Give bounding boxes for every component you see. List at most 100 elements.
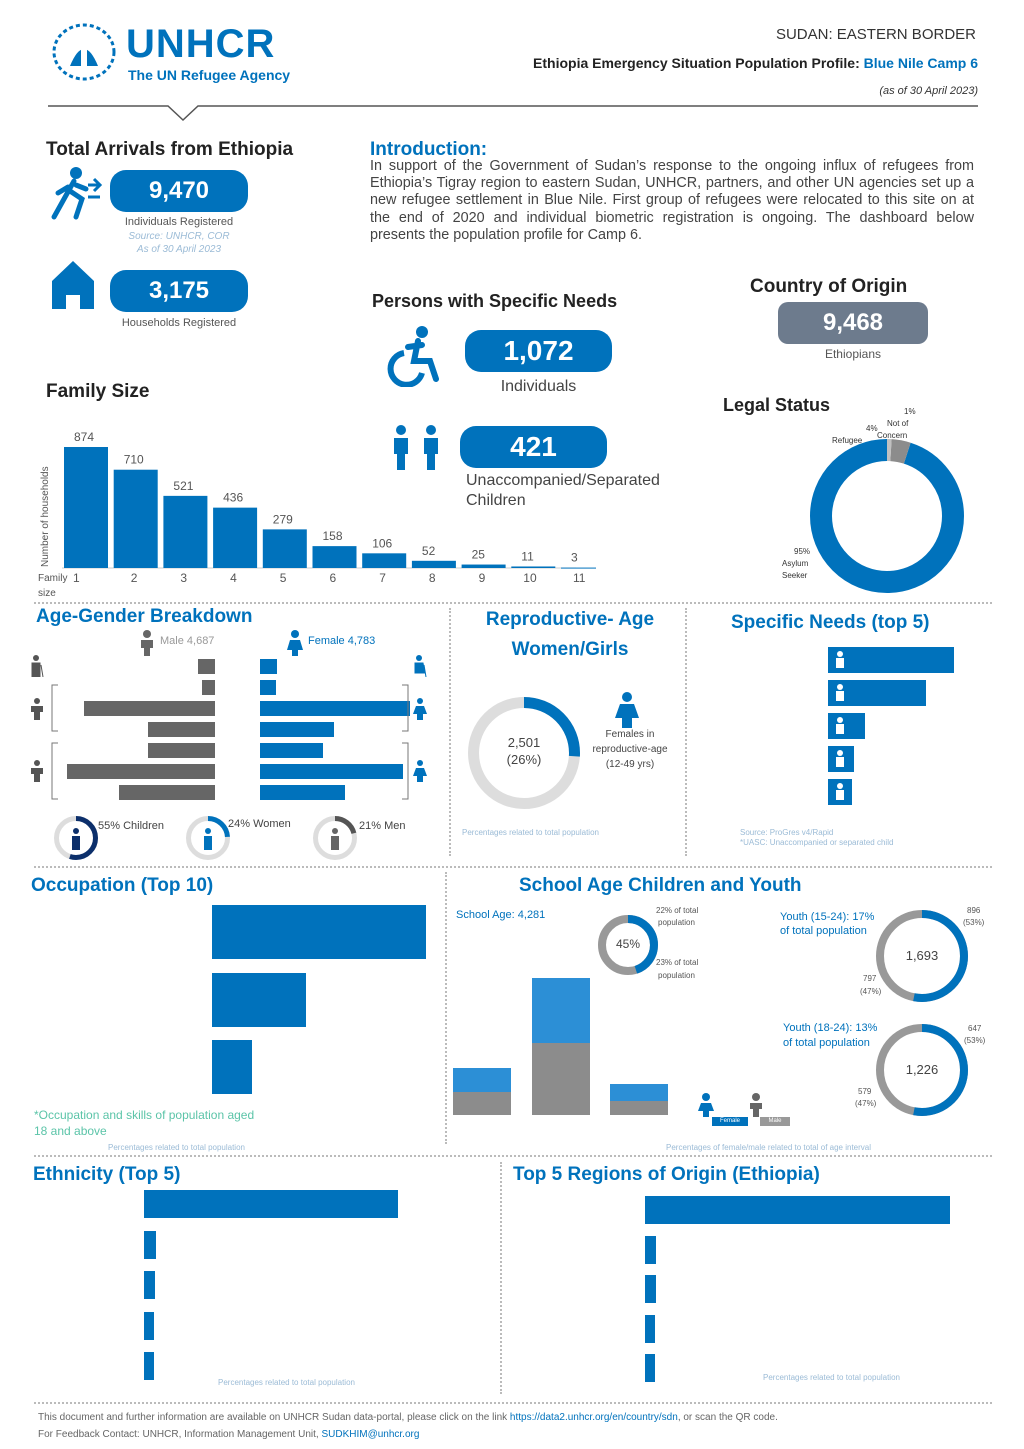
- legal-label-noc-1: Not of: [887, 419, 909, 428]
- family-bar-value: 710: [124, 453, 144, 467]
- repro-label-1: Females in: [605, 729, 655, 740]
- unhcr-emblem-icon: [52, 23, 116, 81]
- youth2-label-1: Youth (18-24): 13%: [783, 1022, 878, 1034]
- occupation-bar: [212, 973, 306, 1027]
- regions-bar: [645, 1196, 950, 1224]
- need-icon: [831, 750, 849, 768]
- family-tick-label: 11: [573, 571, 586, 585]
- regions-chart: [505, 1196, 975, 1396]
- female-bar: [260, 680, 277, 695]
- repro-label-3: (12-49 yrs): [605, 759, 655, 770]
- divider-2: [34, 866, 992, 868]
- woman-icon: [615, 692, 639, 728]
- family-tick-label: 8: [429, 571, 436, 585]
- male-bar: [119, 785, 215, 800]
- family-ylabel: Number of households: [40, 466, 51, 567]
- repro-pct: (26%): [506, 752, 542, 767]
- psn-individuals-value: 1,072: [465, 330, 612, 372]
- family-bar: [64, 447, 108, 568]
- legal-label-asylum-2: Seeker: [782, 571, 808, 580]
- family-size-chart: Number of households Family size 8741710…: [38, 430, 596, 599]
- need-icon: [831, 783, 849, 801]
- female-bar: [260, 743, 323, 758]
- youth1-arc: [876, 910, 968, 1002]
- family-tick-label: 9: [479, 571, 486, 585]
- school-arc: [598, 915, 658, 975]
- male-bar: [84, 701, 215, 716]
- male-total: Male 4,687: [160, 635, 215, 647]
- header-divider: [48, 105, 978, 122]
- legal-label-noc-pct: 1%: [904, 407, 916, 416]
- family-bar: [113, 469, 158, 568]
- repro-label-2: reproductive-age: [592, 744, 668, 755]
- divider-v2: [685, 608, 687, 856]
- school-title: School Age Children and Youth: [519, 875, 802, 896]
- family-tick-label: 4: [230, 571, 237, 585]
- regions-note: Percentages related to total population: [763, 1373, 900, 1382]
- legal-label-refugee: Refugee: [832, 436, 863, 445]
- footer-text-2: , or scan the QR code.: [677, 1412, 778, 1423]
- school-bar-male: [453, 1092, 511, 1115]
- occupation-footnote-2: 18 and above: [34, 1124, 107, 1138]
- origin-label: Ethiopians: [824, 347, 882, 361]
- repro-ring: [468, 697, 580, 809]
- family-xlabel-1: Family: [38, 573, 67, 584]
- family-bar-value: 279: [273, 512, 293, 526]
- need-bar: [828, 647, 954, 673]
- uasc-value: 421: [460, 426, 607, 468]
- adult-female-icon: [413, 698, 427, 720]
- youth1-b: 797: [863, 974, 877, 983]
- repro-value: 2,501: [507, 735, 541, 750]
- regions-title: Top 5 Regions of Origin (Ethiopia): [513, 1164, 820, 1185]
- family-bar: [213, 507, 258, 568]
- male-bar: [202, 680, 215, 695]
- age-pyramid: [30, 655, 440, 810]
- children-icon: [394, 425, 438, 470]
- repro-note: Percentages related to total population: [462, 828, 599, 837]
- ethnicity-bar: [144, 1190, 398, 1218]
- data-portal-link[interactable]: https://data2.unhcr.org/en/country/sdn: [509, 1412, 678, 1423]
- occupation-title: Occupation (Top 10): [31, 875, 214, 896]
- needs-title: Specific Needs (top 5): [731, 612, 930, 633]
- ethnicity-chart: [24, 1190, 494, 1390]
- legal-label-asylum-pct: 95%: [794, 547, 810, 556]
- youth1-label-1: Youth (15-24): 17%: [780, 911, 875, 923]
- intro-title: Introduction:: [370, 139, 488, 160]
- school-bars: [446, 960, 696, 1135]
- feedback-email-link[interactable]: SUDKHIM@unhcr.org: [321, 1429, 420, 1440]
- school-bar-female: [532, 978, 590, 1044]
- page-title: Ethiopia Emergency Situation Population …: [533, 55, 978, 71]
- male-bar: [197, 659, 215, 674]
- family-tick-label: 6: [330, 571, 337, 585]
- walking-person-icon: [51, 167, 103, 220]
- origin-value: 9,468: [778, 302, 928, 344]
- family-bar: [262, 529, 307, 568]
- uasc-label: Unaccompanied/Separated Children: [466, 472, 660, 509]
- men-pct-label: 21% Men: [359, 820, 406, 832]
- male-icon: [141, 630, 153, 656]
- house-icon: [52, 261, 94, 309]
- female-bar: [260, 764, 404, 779]
- need-bar: [828, 713, 866, 739]
- youth1-total: 1,693: [905, 948, 939, 963]
- youth2-ap: (53%): [964, 1036, 986, 1045]
- ethnicity-title: Ethnicity (Top 5): [33, 1164, 181, 1185]
- needs-note-2: *UASC: Unaccompanied or separated child: [740, 838, 894, 847]
- arrivals-households-value: 3,175: [110, 270, 248, 312]
- family-tick-label: 2: [131, 571, 138, 585]
- female-bar: [260, 722, 335, 737]
- divider-3: [34, 1155, 992, 1157]
- right-brackets: [402, 684, 409, 800]
- divider-4: [34, 1402, 992, 1404]
- family-bar: [312, 546, 357, 568]
- occupation-chart: [20, 905, 440, 1095]
- legal-title: Legal Status: [723, 395, 831, 415]
- youth1-a: 896: [967, 906, 981, 915]
- family-bar-value: 25: [472, 548, 486, 562]
- women-ring: [186, 816, 230, 860]
- ethnicity-bar: [144, 1271, 156, 1299]
- need-bar: [828, 680, 927, 706]
- ethnicity-bar: [144, 1311, 154, 1340]
- region-label: SUDAN: EASTERN BORDER: [775, 26, 976, 43]
- family-bar-value: 11: [521, 549, 534, 563]
